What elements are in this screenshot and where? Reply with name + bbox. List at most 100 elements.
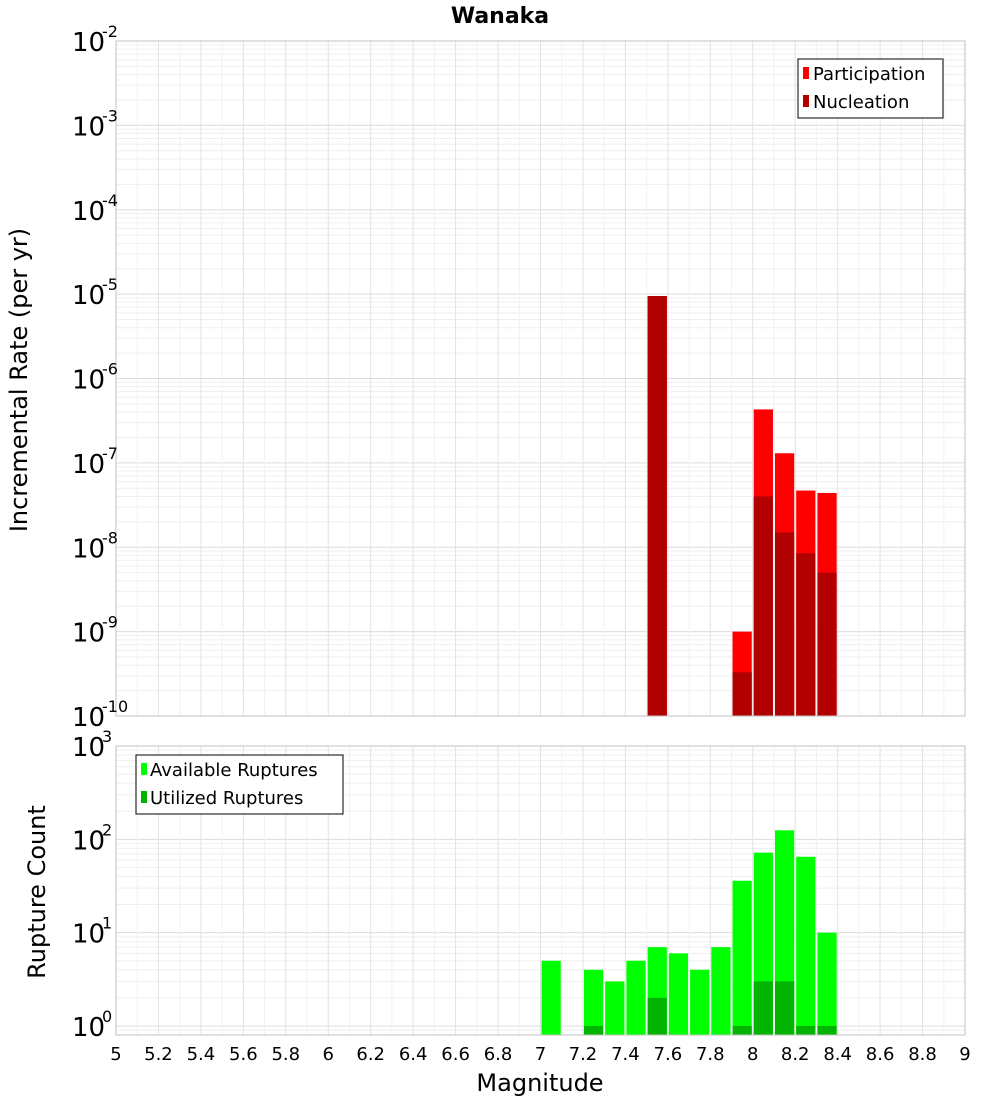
y-tick-label: 10-2 [72, 22, 118, 58]
x-tick-label: 5 [110, 1044, 121, 1065]
y-tick-label: 101 [72, 914, 112, 950]
bar-available-ruptures [690, 969, 710, 1035]
x-tick-label: 5.8 [271, 1044, 300, 1065]
legend-label-available-ruptures: Available Ruptures [150, 760, 318, 781]
y-tick-exponent: -6 [102, 360, 118, 379]
bar-nucleation [647, 296, 667, 716]
bar-utilized-ruptures [774, 981, 795, 1035]
y-tick-exponent: 2 [102, 820, 112, 839]
bar-utilized-ruptures [647, 997, 667, 1035]
y-tick-base: 10 [72, 619, 105, 649]
y-tick-label: 10-4 [72, 191, 118, 227]
bar-nucleation [732, 672, 752, 716]
x-tick-label: 7.6 [654, 1044, 683, 1065]
y-tick-base: 10 [72, 534, 105, 564]
y-tick-base: 10 [72, 28, 105, 58]
count-y-axis-title: Rupture Count [23, 805, 51, 979]
x-tick-label: 6.8 [484, 1044, 513, 1065]
rate-legend-box [797, 58, 944, 119]
y-tick-base: 10 [72, 703, 105, 733]
bar-utilized-ruptures [753, 981, 773, 1035]
bar-available-ruptures [668, 953, 689, 1035]
y-tick-exponent: -4 [102, 191, 118, 210]
count-bars [541, 830, 837, 1035]
y-tick-exponent: 1 [102, 914, 112, 933]
y-tick-base: 10 [72, 733, 105, 763]
bar-nucleation [817, 572, 837, 716]
y-tick-label: 10-6 [72, 360, 118, 396]
y-tick-exponent: -7 [102, 444, 118, 463]
x-tick-label: 6.2 [356, 1044, 385, 1065]
rate-legend: Participation Nucleation [797, 58, 944, 119]
bar-utilized-ruptures [583, 1025, 604, 1035]
y-tick-label: 10-8 [72, 528, 118, 564]
bar-nucleation [753, 496, 773, 716]
bar-available-ruptures [711, 947, 731, 1035]
legend-label-nucleation: Nucleation [813, 92, 909, 113]
bar-available-ruptures [626, 960, 646, 1035]
x-tick-label: 5.6 [229, 1044, 258, 1065]
x-tick-label: 7.8 [696, 1044, 725, 1065]
y-tick-label: 102 [72, 820, 112, 856]
count-legend: Available Ruptures Utilized Ruptures [135, 754, 344, 815]
legend-swatch-participation [803, 67, 809, 79]
y-tick-base: 10 [72, 1013, 105, 1043]
x-tick-label: 5.2 [144, 1044, 173, 1065]
y-tick-base: 10 [72, 281, 105, 311]
legend-swatch-nucleation [803, 95, 809, 107]
x-tick-label: 7.2 [569, 1044, 598, 1065]
y-tick-base: 10 [72, 112, 105, 142]
x-tick-label: 8 [747, 1044, 758, 1065]
rate-plot-border [115, 40, 966, 717]
bar-available-ruptures [541, 960, 561, 1035]
y-tick-exponent: -8 [102, 528, 118, 547]
y-tick-label: 10-10 [72, 697, 128, 733]
x-tick-labels: 5 5.2 5.4 5.6 5.8 6 6.2 6.4 6.6 6.8 7 7.2 7.4 7.6 7.8 8… [110, 1044, 970, 1065]
bar-available-ruptures [817, 932, 837, 1035]
x-tick-label: 8.6 [866, 1044, 895, 1065]
y-tick-base: 10 [72, 920, 105, 950]
y-tick-label: 10-3 [72, 106, 118, 142]
count-legend-box [135, 754, 344, 815]
y-tick-exponent: -2 [102, 22, 118, 41]
y-tick-label: 103 [72, 727, 112, 763]
x-tick-label: 7.4 [611, 1044, 640, 1065]
x-tick-label: 6.4 [399, 1044, 428, 1065]
rate-bars [647, 296, 837, 716]
y-tick-label: 10-9 [72, 613, 118, 649]
y-tick-exponent: 0 [102, 1007, 112, 1026]
legend-label-utilized-ruptures: Utilized Ruptures [150, 788, 303, 809]
x-tick-label: 8.8 [908, 1044, 937, 1065]
bar-utilized-ruptures [732, 1025, 752, 1035]
x-tick-label: 6.6 [441, 1044, 470, 1065]
x-axis-title: Magnitude [476, 1069, 603, 1097]
y-tick-exponent: -5 [102, 275, 118, 294]
bar-available-ruptures [583, 969, 604, 1035]
count-plot-border [115, 745, 966, 1036]
x-tick-label: 6 [323, 1044, 334, 1065]
x-tick-label: 7 [535, 1044, 546, 1065]
x-tick-label: 8.2 [781, 1044, 810, 1065]
legend-label-participation: Participation [813, 64, 925, 85]
y-tick-label: 10-7 [72, 444, 118, 480]
y-tick-label: 100 [72, 1007, 112, 1043]
rate-grid [115, 41, 966, 717]
bar-available-ruptures [605, 981, 625, 1035]
chart-title: Wanaka [451, 4, 549, 29]
bar-nucleation [796, 553, 816, 716]
y-tick-exponent: -3 [102, 106, 118, 125]
x-tick-label: 8.4 [823, 1044, 852, 1065]
y-tick-exponent: -10 [102, 697, 128, 716]
y-tick-label: 10-5 [72, 275, 118, 311]
legend-swatch-utilized-ruptures [141, 791, 147, 803]
bar-utilized-ruptures [796, 1025, 816, 1035]
bar-nucleation [774, 532, 795, 716]
rate-y-axis-title: Incremental Rate (per yr) [5, 228, 33, 532]
y-tick-base: 10 [72, 450, 105, 480]
